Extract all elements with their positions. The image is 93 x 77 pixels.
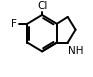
Text: NH: NH bbox=[68, 46, 83, 56]
Text: F: F bbox=[11, 19, 16, 29]
Text: Cl: Cl bbox=[37, 1, 47, 11]
